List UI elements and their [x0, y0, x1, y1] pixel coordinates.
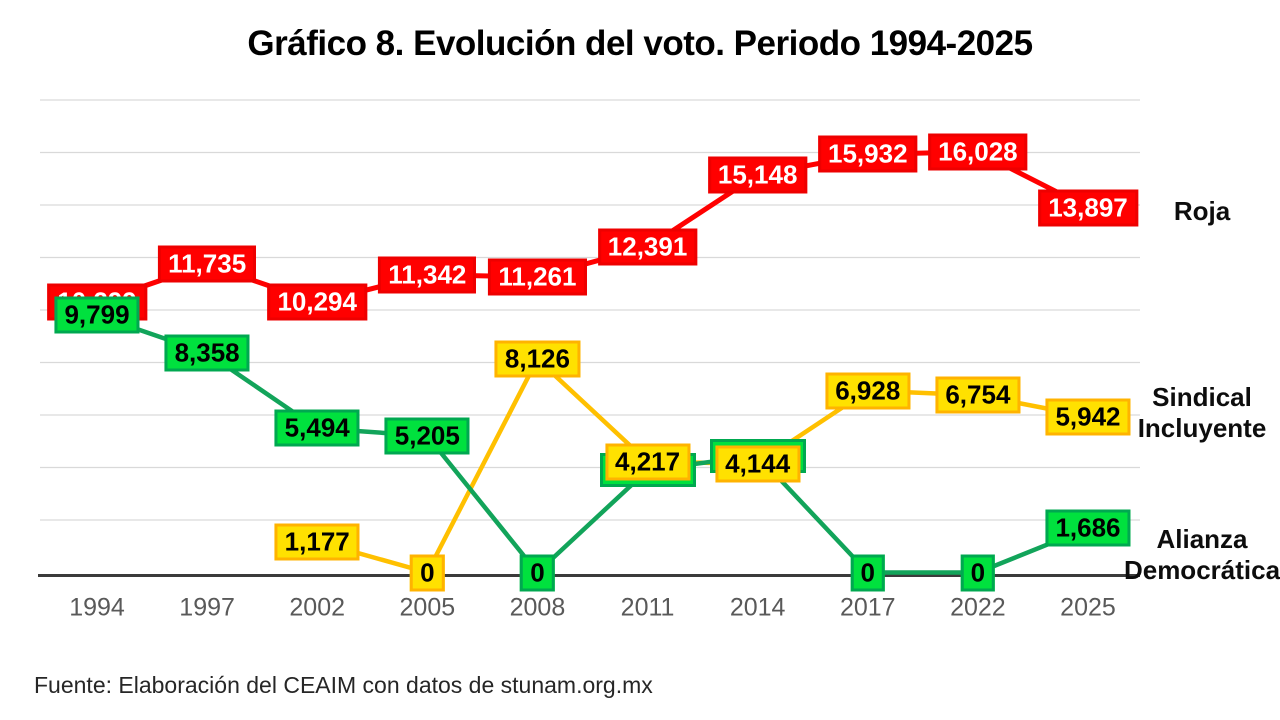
data-label-alianza-democrática-2005: 5,205 — [384, 417, 470, 455]
data-label-roja-2022: 16,028 — [928, 133, 1028, 171]
data-label-sindical-incluyente-2025: 5,942 — [1045, 398, 1131, 436]
data-label-sindical-incluyente-2008: 8,126 — [494, 340, 580, 378]
x-axis-label-2005: 2005 — [399, 593, 456, 622]
data-label-sindical-incluyente-2002: 1,177 — [274, 523, 360, 561]
data-label-alianza-democrática-2017: 0 — [850, 554, 885, 591]
chart-title: Gráfico 8. Evolución del voto. Periodo 1… — [247, 24, 1033, 63]
data-label-sindical-incluyente-2005: 0 — [410, 554, 445, 591]
x-axis-label-1997: 1997 — [179, 593, 235, 622]
x-axis-label-2008: 2008 — [509, 593, 566, 622]
x-axis-label-2002: 2002 — [289, 593, 346, 622]
x-axis-label-1994: 1994 — [69, 593, 125, 622]
data-label-sindical-incluyente-2011: 4,217 — [605, 443, 691, 481]
data-label-alianza-democrática-2008: 0 — [520, 554, 555, 591]
series-label-sindical-incluyente: Sindical Incluyente — [1137, 382, 1267, 443]
source-note: Fuente: Elaboración del CEAIM con datos … — [34, 672, 653, 698]
data-label-roja-2014: 15,148 — [707, 156, 808, 194]
data-label-alianza-democrática-2025: 1,686 — [1045, 509, 1131, 547]
data-label-roja-2002: 10,294 — [267, 283, 367, 321]
data-label-roja-2011: 12,391 — [597, 228, 698, 266]
data-label-alianza-democrática-2002: 5,494 — [274, 409, 360, 447]
data-label-sindical-incluyente-2014: 4,144 — [715, 445, 801, 483]
data-label-roja-1997: 11,735 — [158, 245, 257, 283]
data-label-alianza-democrática-2022: 0 — [960, 554, 996, 591]
x-axis-label-2014: 2014 — [729, 593, 786, 622]
data-label-roja-2008: 11,261 — [488, 258, 587, 296]
data-label-alianza-democrática-1997: 8,358 — [164, 334, 250, 372]
data-label-alianza-democrática-1994: 9,799 — [54, 296, 140, 334]
data-label-roja-2025: 13,897 — [1038, 189, 1138, 227]
x-axis-label-2011: 2011 — [620, 593, 675, 622]
x-axis-label-2022: 2022 — [950, 593, 1006, 622]
data-label-sindical-incluyente-2017: 6,928 — [825, 372, 911, 410]
x-axis-label-2025: 2025 — [1060, 593, 1116, 622]
line-alianza-democrática — [96, 313, 1089, 575]
x-axis-label-2017: 2017 — [839, 593, 896, 622]
data-label-roja-2017: 15,932 — [818, 135, 918, 173]
line-roja — [96, 149, 1090, 305]
series-label-roja: Roja — [1173, 196, 1231, 226]
data-label-sindical-incluyente-2022: 6,754 — [935, 376, 1021, 414]
series-label-alianza-democratica: Alianza Democrática — [1123, 524, 1280, 585]
data-label-roja-2005: 11,342 — [378, 256, 477, 294]
